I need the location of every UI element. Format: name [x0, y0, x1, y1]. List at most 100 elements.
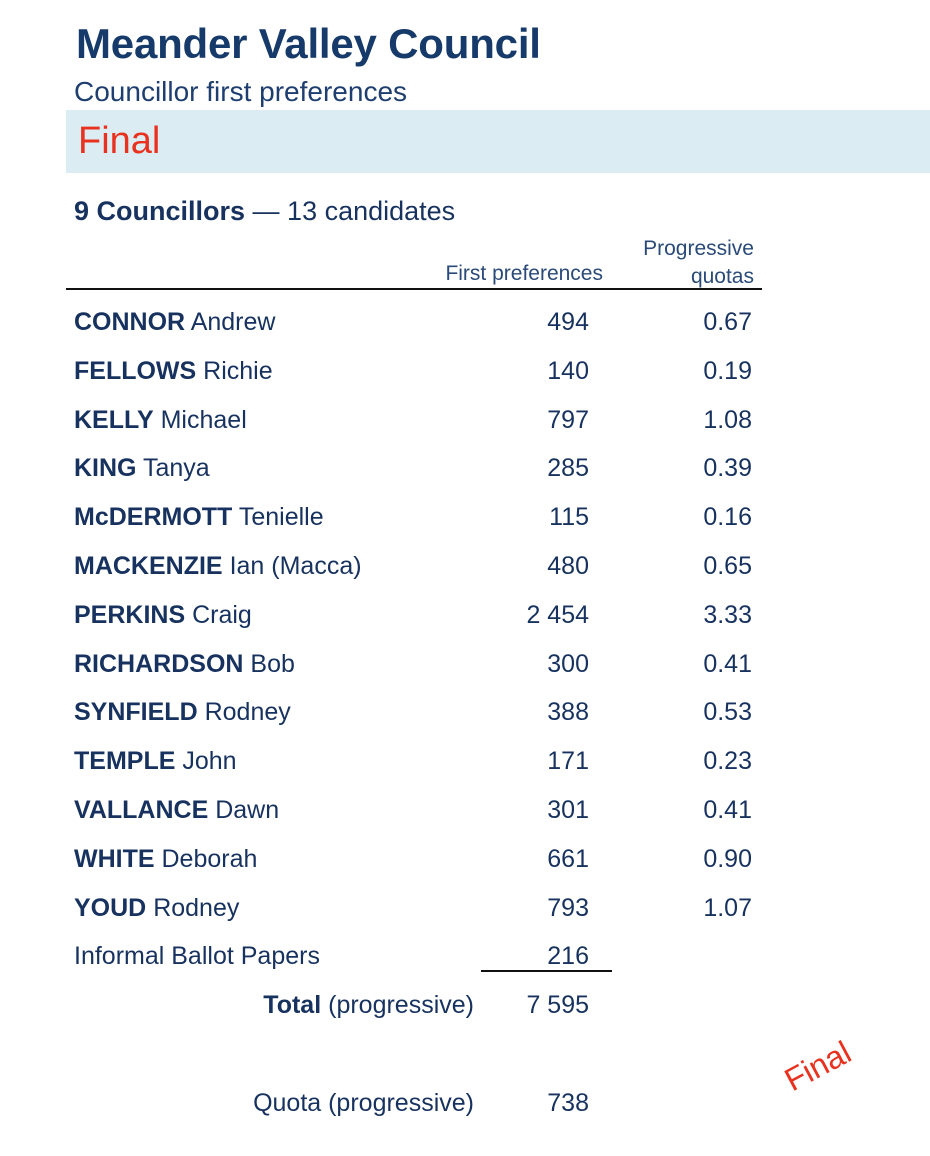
table-row: KING Tanya 285 0.39: [0, 448, 930, 497]
quota-value-total: 738: [547, 1089, 589, 1117]
candidate-surname: KELLY: [74, 405, 154, 434]
candidate-surname: MACKENZIE: [74, 551, 223, 580]
candidate-name: TEMPLE John: [74, 747, 237, 776]
candidate-surname: KING: [74, 454, 137, 483]
page-subtitle: Councillor first preferences: [74, 76, 408, 107]
total-label-bold: Total: [263, 991, 322, 1019]
total-row: Total (progressive) 7 595: [0, 987, 930, 1027]
status-label: Final: [78, 120, 161, 162]
total-label: Total (progressive): [263, 991, 474, 1020]
total-divider: [481, 970, 612, 972]
total-label-rest: (progressive): [328, 991, 474, 1019]
candidate-given-name: Deborah: [161, 844, 258, 873]
table-row: McDERMOTT Tenielle 115 0.16: [0, 497, 930, 546]
candidate-name: YOUD Rodney: [74, 894, 239, 923]
candidate-name: McDERMOTT Tenielle: [74, 503, 324, 532]
quota-value: 0.41: [703, 795, 752, 824]
column-header-progressive-quotas: Progressive quotas: [594, 235, 754, 291]
table-row: VALLANCE Dawn 301 0.41: [0, 790, 930, 839]
column-header-first-preferences: First preferences: [445, 262, 603, 285]
table-row: YOUD Rodney 793 1.07: [0, 888, 930, 937]
first-preferences-value: 301: [547, 795, 589, 824]
first-preferences-value: 494: [547, 308, 589, 336]
table-row: RICHARDSON Bob 300 0.41: [0, 644, 930, 693]
table-row: WHITE Deborah 661 0.90: [0, 839, 930, 888]
candidate-surname: SYNFIELD: [74, 698, 198, 727]
candidate-surname: CONNOR: [74, 308, 186, 336]
candidate-surname: RICHARDSON: [74, 649, 244, 678]
candidate-surname: FELLOWS: [74, 356, 197, 385]
candidate-name: WHITE Deborah: [74, 845, 257, 874]
quota-value: 0.65: [703, 551, 752, 580]
candidate-name: CONNOR Andrew: [74, 308, 275, 337]
quota-value: 0.39: [703, 454, 752, 483]
first-preferences-value: 797: [547, 405, 589, 434]
header-divider: [66, 288, 762, 290]
table-row: PERKINS Craig 2 454 3.33: [0, 595, 930, 644]
first-preferences-value: 2 454: [526, 600, 589, 629]
candidate-name: PERKINS Craig: [74, 601, 252, 630]
quota-value: 0.41: [703, 649, 752, 678]
candidate-name: FELLOWS Richie: [74, 357, 273, 386]
candidate-surname: YOUD: [74, 893, 147, 922]
candidate-given-name: Rodney: [153, 893, 240, 922]
table-row: CONNOR Andrew 494 0.67: [0, 302, 930, 351]
page-title: Meander Valley Council: [76, 20, 541, 67]
candidate-name: SYNFIELD Rodney: [74, 698, 291, 727]
informal-ballots-label: Informal Ballot Papers: [74, 942, 320, 970]
candidate-count: — 13 candidates: [252, 196, 456, 226]
quota-value: 3.33: [703, 600, 752, 629]
quota-value: 0.19: [703, 356, 752, 385]
candidate-surname: McDERMOTT: [74, 503, 233, 532]
candidate-given-name: Bob: [250, 649, 295, 678]
table-row: TEMPLE John 171 0.23: [0, 741, 930, 790]
informal-ballots-value: 216: [547, 942, 589, 970]
quota-value: 0.90: [703, 844, 752, 873]
candidate-name: VALLANCE Dawn: [74, 796, 279, 825]
first-preferences-value: 480: [547, 551, 589, 580]
quota-value: 1.08: [703, 405, 752, 434]
candidate-given-name: Tenielle: [238, 503, 324, 532]
quota-label: Quota (progressive): [253, 1089, 474, 1117]
quota-value: 0.16: [703, 503, 752, 532]
candidate-surname: PERKINS: [74, 600, 186, 629]
candidate-surname: WHITE: [74, 844, 155, 873]
first-preferences-value: 285: [547, 454, 589, 483]
contest-summary: 9 Councillors — 13 candidates: [74, 196, 455, 227]
councillor-count: 9 Councillors: [74, 196, 246, 226]
first-preferences-value: 661: [547, 844, 589, 873]
table-row: KELLY Michael 797 1.08: [0, 400, 930, 449]
column-header-progressive-line1: Progressive: [643, 237, 754, 260]
first-preferences-value: 140: [547, 356, 589, 385]
quota-value: 0.67: [703, 308, 752, 336]
quota-value: 0.23: [703, 747, 752, 776]
first-preferences-value: 388: [547, 698, 589, 727]
candidate-name: KELLY Michael: [74, 406, 247, 435]
candidate-given-name: Dawn: [215, 795, 280, 824]
informal-ballots-row: Informal Ballot Papers 216: [0, 937, 930, 977]
first-preferences-value: 115: [549, 503, 589, 532]
quota-value: 1.07: [703, 893, 752, 922]
first-preferences-value: 171: [547, 747, 589, 776]
first-preferences-value: 300: [547, 649, 589, 678]
total-value: 7 595: [526, 991, 589, 1019]
candidate-surname: TEMPLE: [74, 747, 176, 776]
first-preferences-value: 793: [547, 893, 589, 922]
candidate-name: KING Tanya: [74, 454, 210, 483]
candidate-given-name: Rodney: [204, 698, 291, 727]
status-banner: Final: [66, 110, 930, 173]
candidate-surname: VALLANCE: [74, 795, 209, 824]
candidate-given-name: John: [182, 747, 237, 776]
candidate-table: CONNOR Andrew 494 0.67 FELLOWS Richie 14…: [0, 302, 930, 936]
candidate-given-name: Tanya: [143, 454, 210, 483]
candidate-name: RICHARDSON Bob: [74, 650, 295, 679]
candidate-name: MACKENZIE Ian (Macca): [74, 552, 362, 581]
table-row: SYNFIELD Rodney 388 0.53: [0, 692, 930, 741]
column-header-progressive-line2: quotas: [690, 265, 754, 288]
candidate-given-name: Richie: [203, 356, 273, 385]
table-row: MACKENZIE Ian (Macca) 480 0.65: [0, 546, 930, 595]
candidate-given-name: Craig: [192, 600, 252, 629]
quota-row: Quota (progressive) 738: [0, 1085, 930, 1125]
candidate-given-name: Andrew: [190, 308, 276, 336]
quota-value: 0.53: [703, 698, 752, 727]
